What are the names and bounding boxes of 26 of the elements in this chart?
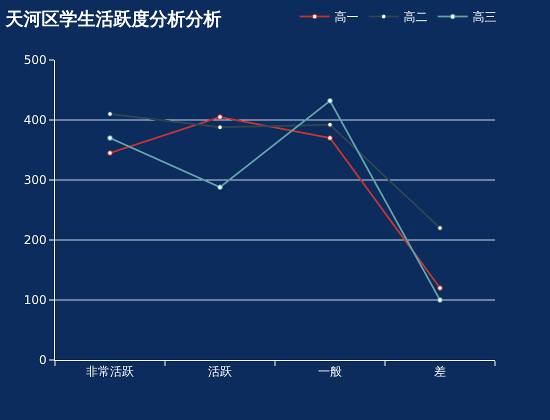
- point: [437, 225, 443, 231]
- point: [437, 285, 443, 291]
- point: [107, 135, 113, 141]
- point: [327, 98, 333, 104]
- y-tick-label: 500: [24, 53, 47, 68]
- y-tick-label: 200: [24, 233, 47, 248]
- y-tick-label: 100: [24, 293, 47, 308]
- point: [217, 184, 223, 190]
- point: [217, 114, 223, 120]
- chart-title: 天河区学生活跃度分析分析: [4, 9, 222, 30]
- point: [327, 122, 333, 128]
- point: [327, 135, 333, 141]
- point: [217, 124, 223, 130]
- x-tick-label: 一般: [318, 364, 342, 378]
- y-tick-label: 300: [24, 173, 47, 188]
- point: [107, 111, 113, 117]
- x-tick-label: 差: [434, 364, 446, 378]
- legend-label: 高三: [472, 10, 497, 24]
- legend-label: 高一: [334, 10, 359, 24]
- point: [107, 150, 113, 156]
- x-tick-label: 非常活跃: [86, 364, 134, 378]
- y-tick-label: 0: [38, 353, 47, 368]
- y-tick-label: 400: [24, 113, 47, 128]
- legend-label: 高二: [404, 10, 428, 24]
- point: [437, 297, 443, 303]
- x-tick-label: 活跃: [208, 364, 232, 378]
